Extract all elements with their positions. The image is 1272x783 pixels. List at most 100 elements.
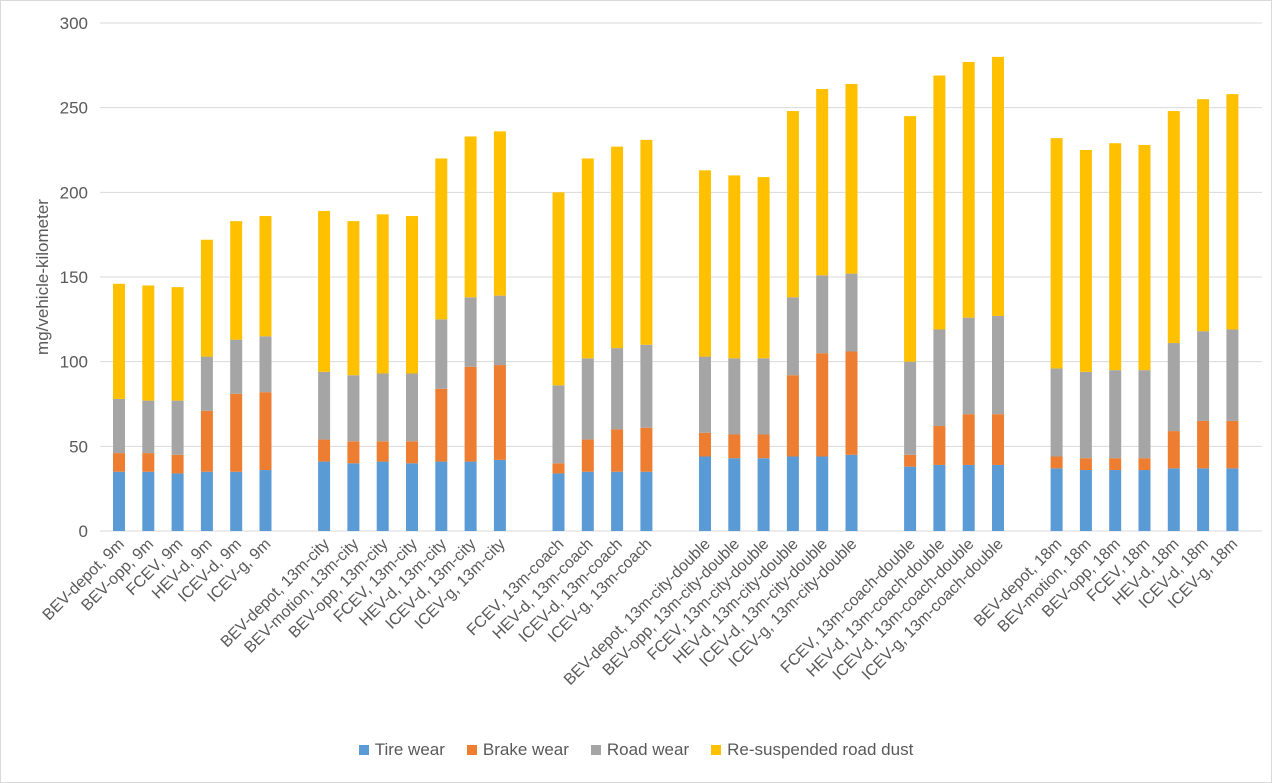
bar-segment-re-suspended-road-dust	[816, 89, 829, 276]
bar-segment-brake-wear	[347, 441, 360, 464]
bar-segment-road-wear	[1109, 370, 1122, 459]
bar-segment-tire-wear	[406, 463, 418, 531]
bar-segment-brake-wear	[259, 392, 272, 471]
bar-segment-re-suspended-road-dust	[757, 177, 770, 359]
bar-segment-tire-wear	[1167, 468, 1180, 531]
legend-swatch	[466, 745, 477, 755]
bar-segment-road-wear	[142, 400, 155, 454]
legend-item: Road wear	[590, 740, 690, 760]
bar-segment-tire-wear	[347, 463, 360, 531]
chart-legend: Tire wear Brake wear Road wear Re-suspended…	[0, 740, 1272, 760]
bar-segment-road-wear	[757, 358, 770, 435]
y-tick-label: 100	[60, 353, 88, 372]
bar-segment-brake-wear	[933, 426, 946, 465]
bar-segment-brake-wear	[113, 453, 125, 472]
bar-segment-brake-wear	[376, 441, 389, 462]
bar-segment-tire-wear	[376, 461, 389, 531]
bar-segment-tire-wear	[259, 470, 272, 531]
bar-segment-tire-wear	[640, 471, 653, 531]
bar-segment-re-suspended-road-dust	[1109, 143, 1122, 371]
bar-segment-road-wear	[611, 348, 624, 430]
bar-segment-tire-wear	[1050, 468, 1063, 531]
bar-segment-tire-wear	[435, 461, 448, 531]
y-tick-label: 150	[60, 268, 88, 287]
bar-segment-brake-wear	[1109, 458, 1122, 471]
bar-segment-tire-wear	[786, 456, 799, 531]
bar-segment-road-wear	[259, 336, 272, 393]
bar-segment-road-wear	[640, 344, 653, 428]
bar-segment-tire-wear	[962, 464, 975, 531]
bar-segment-tire-wear	[728, 458, 741, 531]
bar-segment-brake-wear	[406, 441, 418, 464]
bar-segment-re-suspended-road-dust	[1167, 111, 1180, 344]
y-tick-label: 250	[60, 99, 88, 118]
bar-segment-road-wear	[1167, 343, 1180, 432]
bar-segment-tire-wear	[933, 464, 946, 531]
bar-segment-brake-wear	[728, 434, 741, 459]
bar-segment-road-wear	[845, 273, 858, 352]
bar-segment-tire-wear	[904, 466, 917, 531]
bar-segment-re-suspended-road-dust	[728, 175, 741, 359]
bar-segment-tire-wear	[200, 471, 213, 531]
bar-segment-brake-wear	[171, 454, 184, 474]
legend-label: Road wear	[606, 740, 690, 759]
bar-segment-tire-wear	[230, 471, 243, 531]
bar-segment-road-wear	[728, 358, 741, 435]
bar-segment-re-suspended-road-dust	[992, 56, 1004, 316]
bar-segment-re-suspended-road-dust	[230, 221, 243, 340]
bar-segment-road-wear	[933, 329, 946, 427]
bar-segment-road-wear	[200, 356, 213, 411]
bar-segment-re-suspended-road-dust	[493, 131, 506, 296]
bar-segment-road-wear	[786, 297, 799, 376]
y-tick-label: 0	[79, 522, 88, 541]
legend-item: Re-suspended road dust	[711, 740, 913, 760]
bar-segment-brake-wear	[962, 414, 975, 465]
bar-segment-brake-wear	[435, 388, 448, 462]
bar-segment-brake-wear	[318, 439, 331, 462]
bar-segment-tire-wear	[1109, 470, 1122, 531]
bar-segment-brake-wear	[464, 366, 477, 462]
bar-segment-brake-wear	[1138, 458, 1151, 471]
bar-segment-brake-wear	[640, 427, 653, 472]
legend-label: Tire wear	[374, 740, 445, 759]
bar-segment-road-wear	[406, 373, 418, 442]
bar-segment-re-suspended-road-dust	[347, 221, 360, 376]
bar-segment-tire-wear	[611, 471, 624, 531]
bar-segment-road-wear	[230, 339, 243, 394]
bar-segment-re-suspended-road-dust	[259, 216, 272, 337]
bar-segment-re-suspended-road-dust	[376, 214, 389, 374]
bar-segment-re-suspended-road-dust	[406, 216, 418, 374]
bar-segment-re-suspended-road-dust	[786, 111, 799, 298]
bar-segment-re-suspended-road-dust	[464, 136, 477, 298]
legend-swatch	[590, 745, 601, 755]
bar-segment-re-suspended-road-dust	[845, 83, 858, 274]
bar-segment-road-wear	[1226, 329, 1239, 421]
bar-segment-re-suspended-road-dust	[142, 285, 155, 401]
bar-segment-tire-wear	[171, 473, 184, 531]
bar-segment-re-suspended-road-dust	[611, 146, 624, 349]
bar-segment-re-suspended-road-dust	[904, 116, 917, 362]
bar-segment-road-wear	[1197, 331, 1210, 421]
bar-segment-brake-wear	[992, 414, 1004, 465]
bar-segment-re-suspended-road-dust	[640, 139, 653, 345]
bar-segment-tire-wear	[552, 473, 565, 531]
bar-segment-tire-wear	[845, 454, 858, 531]
bar-segment-road-wear	[347, 375, 360, 442]
bar-segment-road-wear	[904, 361, 917, 455]
bar-segment-re-suspended-road-dust	[1079, 150, 1092, 372]
bar-segment-re-suspended-road-dust	[699, 170, 711, 357]
bar-segment-road-wear	[171, 400, 184, 455]
bar-segment-road-wear	[113, 398, 125, 454]
bar-segment-brake-wear	[1050, 456, 1063, 469]
bar-segment-tire-wear	[581, 471, 594, 531]
bar-segment-tire-wear	[113, 471, 125, 531]
bar-segment-tire-wear	[142, 471, 155, 531]
bar-segment-brake-wear	[142, 453, 155, 472]
bar-segment-brake-wear	[816, 353, 829, 457]
bar-segment-re-suspended-road-dust	[1138, 144, 1151, 371]
bar-segment-road-wear	[376, 373, 389, 442]
bar-segment-road-wear	[435, 319, 448, 389]
bar-segment-road-wear	[1079, 371, 1092, 459]
bar-segment-brake-wear	[581, 439, 594, 472]
legend-item: Tire wear	[358, 740, 445, 760]
